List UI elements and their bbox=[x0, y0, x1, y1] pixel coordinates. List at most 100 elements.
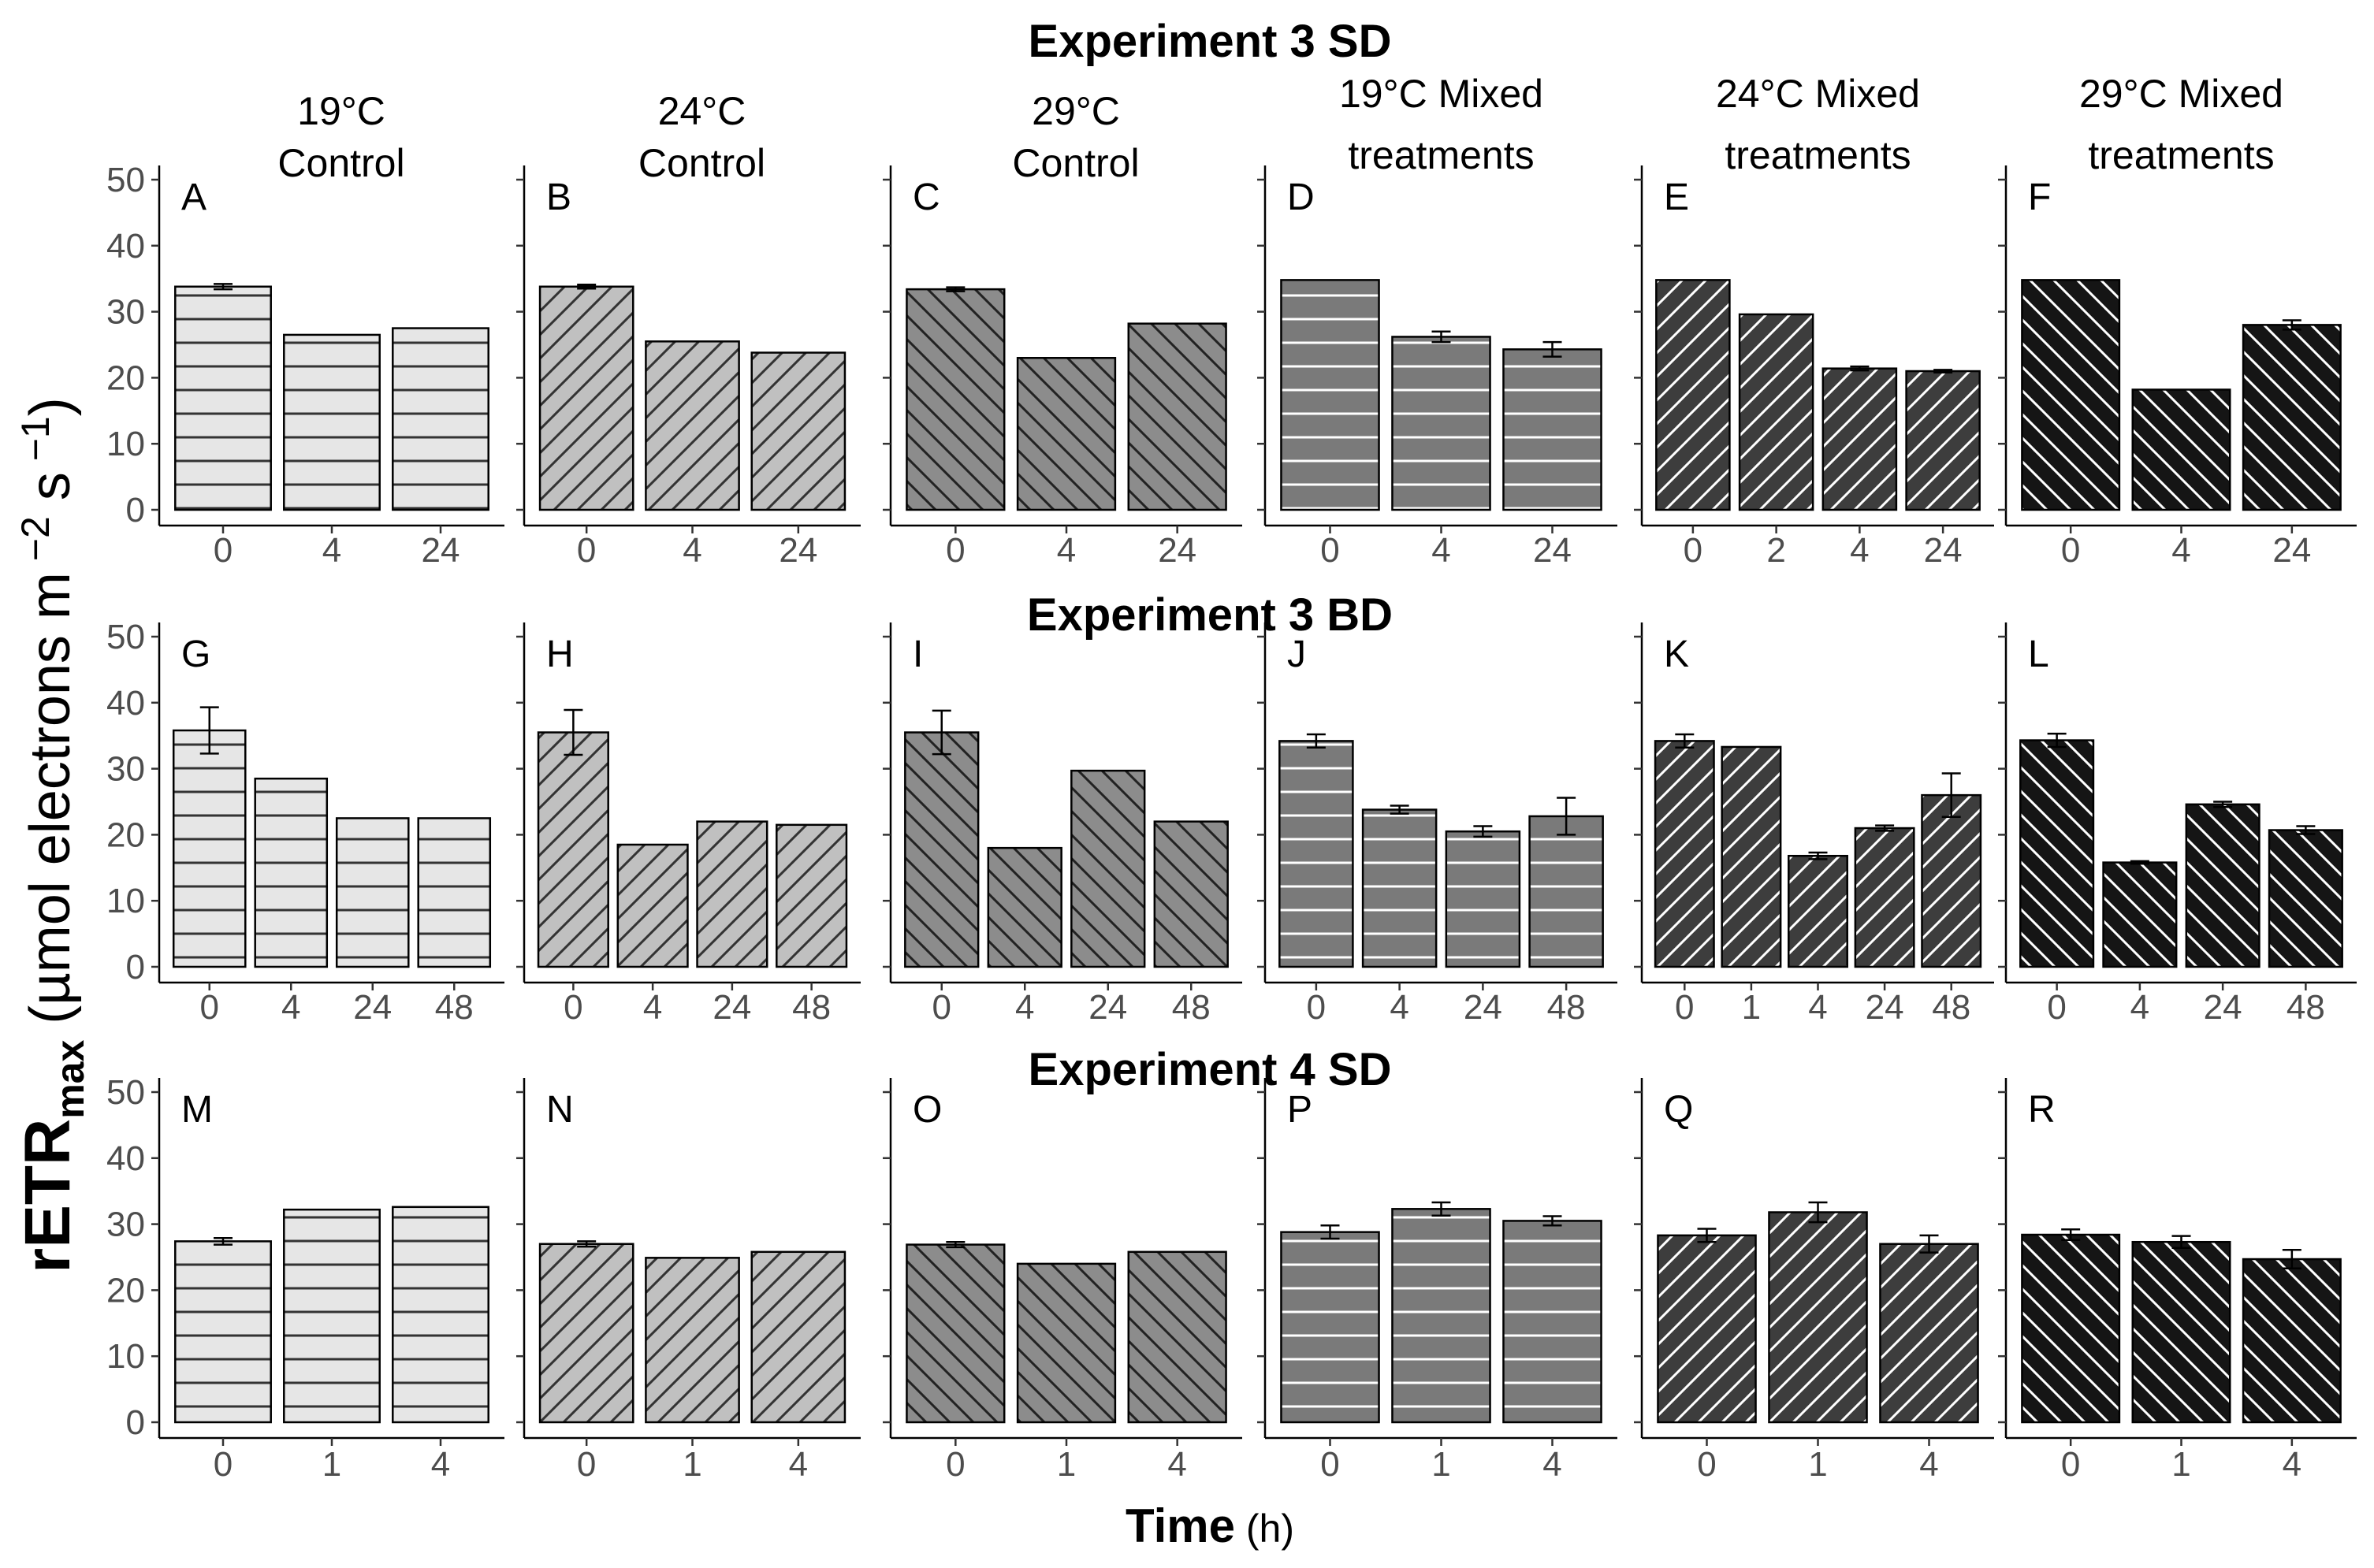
panel-letter: H bbox=[546, 634, 574, 675]
x-tick-label: 4 bbox=[1057, 531, 1076, 570]
bar bbox=[2019, 739, 2095, 968]
column-label: Control bbox=[277, 141, 404, 185]
error-bar bbox=[1875, 824, 1895, 832]
bar bbox=[1879, 1243, 1979, 1424]
error-bar bbox=[946, 1240, 966, 1249]
x-tick-label: 4 bbox=[683, 531, 701, 570]
panel-d: D 0 4 24 bbox=[1257, 165, 1617, 570]
bar bbox=[174, 1240, 272, 1424]
bar bbox=[2268, 829, 2343, 968]
row-title: Experiment 3 SD bbox=[1029, 16, 1392, 67]
panel-k: K 0 1 4 24 48 bbox=[1634, 622, 1994, 1027]
x-tick-label: 0 bbox=[214, 531, 233, 570]
x-tick-label: 48 bbox=[2287, 988, 2325, 1027]
panel-letter: J bbox=[1287, 634, 1306, 675]
x-tick-label: 0 bbox=[1697, 1445, 1716, 1484]
bar bbox=[906, 1243, 1006, 1424]
x-tick-label: 4 bbox=[1542, 1445, 1561, 1484]
column-label: 19°C bbox=[297, 89, 385, 133]
panel-letter: Q bbox=[1664, 1089, 1693, 1131]
bar bbox=[645, 340, 740, 511]
x-tick-label: 1 bbox=[2171, 1445, 2190, 1484]
x-tick-label: 4 bbox=[431, 1445, 450, 1484]
x-tick-label: 0 bbox=[214, 1445, 233, 1484]
x-tick-label: 0 bbox=[577, 1445, 596, 1484]
bar bbox=[696, 820, 768, 968]
x-tick-label: 0 bbox=[1675, 988, 1694, 1027]
x-tick-label: 24 bbox=[2204, 988, 2242, 1027]
x-tick-label: 4 bbox=[322, 531, 341, 570]
x-tick-label: 4 bbox=[2283, 1445, 2301, 1484]
y-axis-label-main: rETR bbox=[12, 1119, 84, 1273]
bar bbox=[392, 1206, 489, 1424]
y-tick-label: 10 bbox=[106, 425, 145, 463]
bar bbox=[750, 351, 847, 511]
bar bbox=[616, 843, 689, 968]
bar bbox=[904, 731, 980, 968]
bar bbox=[1788, 854, 1848, 968]
x-tick-label: 0 bbox=[564, 988, 582, 1027]
x-tick-label: 2 bbox=[1766, 531, 1785, 570]
row-titles: Experiment 3 SD Experiment 3 BD Experiment… bbox=[1027, 16, 1393, 1095]
x-tick-label: 4 bbox=[1808, 988, 1827, 1027]
x-tick-label: 4 bbox=[1390, 988, 1408, 1027]
column-label: Control bbox=[638, 141, 765, 185]
y-axis-label-mid: s bbox=[19, 472, 82, 516]
x-tick-label: 48 bbox=[792, 988, 831, 1027]
x-tick-label: 24 bbox=[422, 531, 460, 570]
panel-o: O 0 1 4 bbox=[883, 1078, 1242, 1484]
bar bbox=[1445, 830, 1521, 968]
y-axis-label-exp2: −1 bbox=[13, 416, 58, 472]
bar bbox=[254, 777, 329, 968]
x-tick-label: 24 bbox=[1158, 531, 1196, 570]
bar bbox=[1905, 370, 1981, 511]
bar bbox=[1821, 367, 1898, 511]
bar bbox=[1528, 815, 1604, 968]
error-bar bbox=[1808, 851, 1828, 860]
x-tick-label: 24 bbox=[713, 988, 751, 1027]
x-tick-label: 24 bbox=[353, 988, 392, 1027]
bar bbox=[1127, 322, 1227, 511]
error-bar bbox=[1697, 1228, 1717, 1243]
bar bbox=[172, 729, 247, 968]
bar bbox=[2102, 861, 2178, 968]
bar bbox=[538, 285, 634, 511]
bar bbox=[1016, 357, 1117, 511]
error-bar bbox=[1933, 369, 1953, 373]
column-label: 19°C Mixed bbox=[1339, 72, 1543, 116]
panel-l: L 0 4 24 48 bbox=[1998, 622, 2357, 1027]
panel-a: 0 10 20 30 40 50 A 0 4 24 bbox=[106, 161, 504, 570]
y-tick-label: 10 bbox=[106, 1337, 145, 1376]
x-axis-label: Time (h) bbox=[1126, 1499, 1294, 1552]
bar bbox=[1278, 740, 1354, 968]
y-tick-label: 30 bbox=[106, 1206, 145, 1244]
error-bar bbox=[1675, 733, 1695, 749]
bar bbox=[1391, 336, 1491, 511]
error-bar bbox=[1320, 1224, 1340, 1240]
x-tick-label: 4 bbox=[281, 988, 300, 1027]
error-bar bbox=[2061, 1228, 2081, 1241]
panel-c: C 0 4 24 bbox=[883, 165, 1242, 570]
error-bar bbox=[1306, 733, 1326, 749]
x-tick-label: 4 bbox=[1431, 531, 1450, 570]
x-tick-label: 1 bbox=[683, 1445, 701, 1484]
panel-letter: D bbox=[1287, 176, 1315, 218]
bar bbox=[335, 817, 410, 968]
bar bbox=[392, 327, 489, 511]
panel-letter: G bbox=[181, 634, 210, 675]
y-tick-label: 50 bbox=[106, 618, 145, 656]
bar bbox=[1654, 740, 1715, 968]
bar bbox=[2021, 1233, 2121, 1424]
y-tick-label: 40 bbox=[106, 227, 145, 266]
x-tick-label: 0 bbox=[932, 988, 951, 1027]
error-bar bbox=[1473, 825, 1493, 838]
x-tick-label: 0 bbox=[2061, 531, 2080, 570]
error-bar bbox=[1542, 340, 1562, 358]
x-tick-label: 0 bbox=[946, 1445, 965, 1484]
bar bbox=[283, 1208, 381, 1424]
x-tick-label: 0 bbox=[200, 988, 219, 1027]
error-bar bbox=[214, 1236, 233, 1246]
x-tick-label: 1 bbox=[1742, 988, 1761, 1027]
